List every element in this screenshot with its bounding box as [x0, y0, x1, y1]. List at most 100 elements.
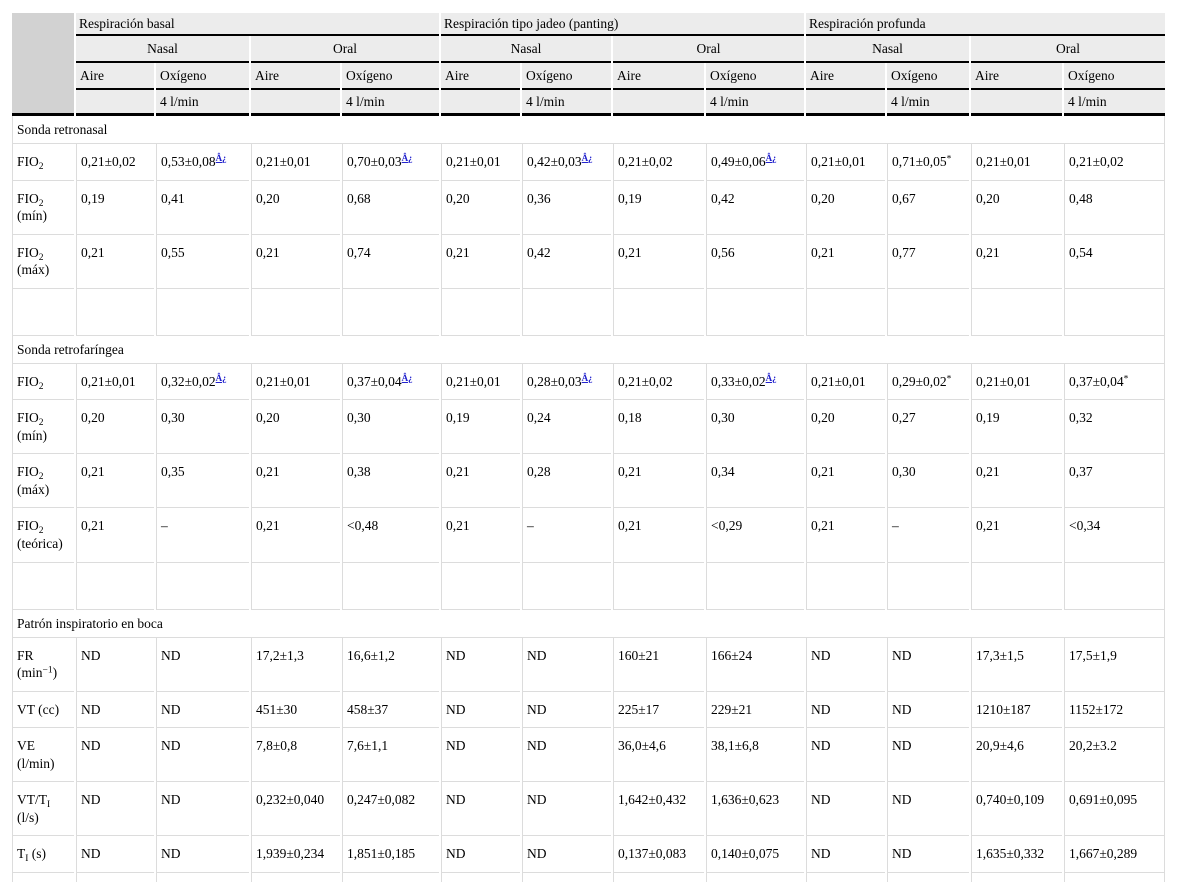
table-cell: 0,24 [522, 400, 611, 455]
table-cell: ND [887, 872, 969, 882]
table-row: FIO2 (mín) 0,19 0,41 0,20 0,68 0,20 0,36 0,19 0,… [12, 180, 1165, 235]
subscript-text: 2 [38, 252, 44, 263]
column-group-header-2: Respiración tipo jadeo (panting) [441, 13, 804, 36]
table-cell: 0,29±0,02* [887, 363, 969, 401]
table-cell: 0,37 [1064, 454, 1165, 509]
table-cell: ND [156, 637, 249, 692]
row-label: FIO2 [12, 363, 74, 401]
gas-header-3: Aire [251, 63, 340, 90]
flow-cell-10: 4 l/min [887, 90, 969, 116]
spacer-cell [706, 288, 804, 336]
row-label: VT (cc) [12, 691, 74, 729]
spacer-cell [613, 288, 704, 336]
header-row-flow: 4 l/min 4 l/min 4 l/min 4 l/min 4 l/min 4 l/m… [12, 90, 1165, 116]
footnote-link[interactable]: Â¿ [581, 153, 593, 163]
table-cell: ND [806, 836, 885, 873]
table-cell: 0,38 [342, 454, 439, 509]
route-header-4: Oral [613, 36, 804, 63]
footnote-link[interactable]: Â¿ [765, 372, 777, 383]
table-cell: 0,691±0,095 [1064, 782, 1165, 837]
table-cell: 16,6±1,2 [342, 637, 439, 692]
table-cell: 0,21±0,01 [441, 144, 520, 181]
row-label: FIO2 (mín) [12, 180, 74, 235]
table-row: FIO2 (máx) 0,21 0,35 0,21 0,38 0,21 0,28 0,21 0,… [12, 454, 1165, 509]
table-cell: 0,33±0,02Â¿ [706, 363, 804, 401]
footnote-link[interactable]: Â¿ [215, 153, 227, 163]
table-cell: ND [441, 872, 520, 882]
footnote-link[interactable]: Â¿ [215, 372, 227, 383]
table-cell: 0,375±0,061 [613, 872, 704, 882]
table-cell: 0,42 [706, 180, 804, 235]
spacer-cell [251, 562, 340, 610]
gas-header-4: Oxígeno [342, 63, 439, 90]
table-cell: 1,642±0,432 [613, 782, 704, 837]
gas-header-7: Aire [613, 63, 704, 90]
table-cell: 0,247±0,082 [342, 782, 439, 837]
table-cell: 0,20 [251, 400, 340, 455]
table-cell: 0,21±0,01 [251, 363, 340, 401]
table-cell: 0,54 [1064, 234, 1165, 289]
table-cell: ND [441, 637, 520, 692]
table-cell: 0,140±0,075 [706, 836, 804, 873]
table-cell: 0,21 [251, 508, 340, 563]
row-label: VT/TI (l/s) [12, 782, 74, 837]
table-cell: 0,21 [76, 234, 154, 289]
table-cell: 0,27 [887, 400, 969, 455]
table-cell: ND [887, 691, 969, 729]
flow-cell-11 [971, 90, 1062, 116]
spacer-cell [76, 562, 154, 610]
table-cell: 0,55 [156, 234, 249, 289]
table-cell: ND [441, 691, 520, 729]
row-label: FIO2 (máx) [12, 454, 74, 509]
table-cell: 0,20 [76, 400, 154, 455]
superscript-text: * [946, 374, 952, 385]
flow-cell-1 [76, 90, 154, 116]
table-cell: 7,8±0,8 [251, 728, 340, 783]
footnote-link[interactable]: Â¿ [401, 372, 413, 383]
table-cell: ND [522, 872, 611, 882]
table-cell: 160±21 [613, 637, 704, 692]
table-body: Sonda retronasal FIO2 0,21±0,02 0,53±0,08Â¿… [12, 116, 1165, 882]
table-cell: 0,21±0,02 [613, 144, 704, 181]
footnote-link[interactable]: Â¿ [401, 153, 413, 163]
superscript-text: −1 [42, 665, 53, 676]
spacer-cell [441, 562, 520, 610]
table-cell: 0,42 [522, 234, 611, 289]
table-cell: 0,740±0,109 [971, 782, 1062, 837]
flow-cell-2: 4 l/min [156, 90, 249, 116]
section-header: Patrón inspiratorio en boca [12, 609, 1165, 638]
table-cell: 166±24 [706, 637, 804, 692]
spacer-cell [156, 562, 249, 610]
header-row-groups: Respiración basal Respiración tipo jadeo … [12, 13, 1165, 116]
table-cell: 1,939±0,234 [251, 836, 340, 873]
route-header-3: Nasal [441, 36, 611, 63]
table-cell: 0,20 [971, 180, 1062, 235]
table-cell: 0,30 [887, 454, 969, 509]
table-cell: 0,21 [806, 454, 885, 509]
footnote-link[interactable]: Â¿ [765, 153, 777, 163]
table-cell: 17,5±1,9 [1064, 637, 1165, 692]
section-title-row: Sonda retronasal [12, 116, 1165, 144]
spacer-cell [887, 288, 969, 336]
row-label: FIO2 [12, 144, 74, 181]
table-cell: 0,28±0,03Â¿ [522, 363, 611, 401]
table-row: VT/TI (l/s) ND ND 0,232±0,040 0,247±0,082 ND N… [12, 782, 1165, 837]
table-cell: 0,21±0,01 [251, 144, 340, 181]
table-cell: 0,21 [441, 454, 520, 509]
table-cell: ND [522, 728, 611, 783]
route-header-6: Oral [971, 36, 1165, 63]
subscript-text: 2 [38, 162, 44, 172]
subscript-text: I [25, 854, 29, 865]
table-cell: ND [156, 728, 249, 783]
table-cell: 0,41 [156, 180, 249, 235]
table-cell: 0,20 [806, 180, 885, 235]
table-cell: ND [806, 691, 885, 729]
table-cell: 0,20 [806, 400, 885, 455]
table-cell: 0,71±0,05* [887, 144, 969, 181]
column-group-header-1: Respiración basal [76, 13, 439, 36]
table-cell: 20,9±4,6 [971, 728, 1062, 783]
table-cell: 0,21 [806, 234, 885, 289]
table-cell: 0,21 [76, 508, 154, 563]
footnote-link[interactable]: Â¿ [581, 372, 593, 383]
corner-cell [12, 13, 74, 116]
